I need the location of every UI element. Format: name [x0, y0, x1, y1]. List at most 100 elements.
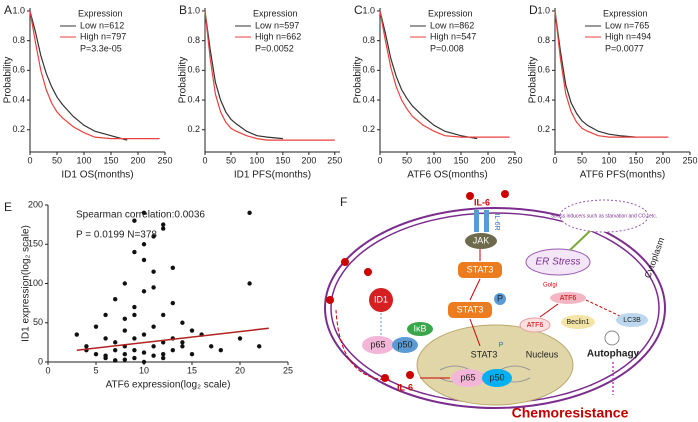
x-tick-label: 100 — [601, 155, 616, 165]
label: IL-6 — [474, 197, 490, 207]
p50 — [482, 369, 512, 387]
x-tick-label: 250 — [682, 155, 697, 165]
label: Autophagy — [587, 349, 640, 360]
point — [122, 328, 128, 333]
x-tick-label: 250 — [157, 155, 172, 165]
y-tick-label: 200 — [28, 199, 43, 209]
p50 — [392, 337, 418, 353]
x-axis-label: ID1 PFS(months) — [234, 170, 311, 181]
annotation: P=0.0052 — [255, 43, 294, 53]
il6-dot — [466, 192, 474, 200]
x-tick-label: 150 — [103, 155, 118, 165]
fit-line — [76, 327, 269, 351]
beclin1 — [561, 315, 595, 329]
x-tick-label: 5 — [93, 365, 98, 375]
annotation: P=0.008 — [430, 43, 464, 53]
point — [247, 210, 252, 216]
y-tick-label: 150 — [28, 239, 43, 249]
x-tick-label: 10 — [139, 365, 149, 375]
arrow — [585, 299, 621, 317]
label: p65 — [370, 339, 385, 349]
y-tick-label: 100 — [28, 278, 43, 288]
x-tick-label: 200 — [480, 155, 495, 165]
point — [113, 297, 118, 302]
point — [247, 281, 252, 286]
legend-title: Expression — [603, 8, 648, 18]
point — [122, 351, 128, 357]
point — [122, 281, 128, 286]
point — [103, 336, 108, 341]
panel-f: F IL-6 IL-6R JAK STAT3 STAT3 P ER Stress… — [324, 190, 666, 421]
point — [132, 218, 137, 223]
x-tick-label: 20 — [235, 365, 245, 375]
y-tick-label: 1.0 — [187, 5, 200, 15]
y-tick-label: 0.2 — [537, 124, 550, 134]
y-tick-label: 0.6 — [537, 65, 550, 75]
label: p50 — [489, 372, 504, 382]
x-tick-label: 0 — [202, 155, 207, 165]
point — [161, 355, 166, 361]
legend-label: High n=662 — [255, 31, 301, 41]
label: Beclin1 — [567, 319, 590, 326]
label: p50 — [397, 339, 412, 349]
ikb — [407, 322, 433, 336]
x-tick-label: 150 — [453, 155, 468, 165]
legend-title: Expression — [78, 8, 123, 18]
annotation: P=0.0077 — [605, 43, 644, 53]
il6-dot — [381, 374, 389, 382]
receptor — [484, 210, 489, 232]
x-axis-label: ID1 OS(months) — [61, 170, 133, 181]
label: ER Stress — [535, 257, 580, 268]
label: LC3B — [623, 317, 641, 324]
legend-label: High n=547 — [430, 31, 476, 41]
point — [141, 359, 147, 365]
y-tick-label: 1.0 — [362, 5, 375, 15]
panel-letter: B — [179, 3, 187, 17]
point — [151, 234, 156, 239]
legend-title: Expression — [253, 8, 298, 18]
y-tick-label: 0.2 — [187, 124, 200, 134]
point — [122, 357, 128, 362]
nucleus — [416, 324, 574, 406]
p65 — [362, 336, 394, 354]
point — [180, 344, 185, 349]
point — [161, 222, 166, 227]
x-tick-label: 0 — [27, 155, 32, 165]
point — [141, 332, 147, 337]
id1 — [369, 288, 393, 312]
km-curve — [379, 10, 478, 140]
autophagosome — [604, 330, 620, 346]
point — [132, 312, 137, 318]
annotation: P=3.3e-05 — [80, 43, 122, 53]
label: ID1 — [374, 294, 388, 304]
km-curve — [554, 10, 637, 138]
km-curve — [204, 10, 283, 140]
legend-label: High n=797 — [80, 31, 126, 41]
y-axis-label: Probability — [528, 57, 539, 104]
x-tick-label: 0 — [552, 155, 557, 165]
x-tick-label: 100 — [426, 155, 441, 165]
x-tick-label: 50 — [577, 155, 587, 165]
p65 — [451, 369, 485, 387]
y-axis-label: Probability — [3, 57, 14, 104]
point — [113, 340, 118, 345]
il6-dot — [326, 296, 334, 304]
x-tick-label: 250 — [507, 155, 522, 165]
panel-letter: C — [354, 3, 363, 17]
x-tick-label: 50 — [226, 155, 236, 165]
atf6 — [550, 292, 586, 304]
y-tick-label: 0.6 — [12, 65, 25, 75]
x-tick-label: 15 — [187, 365, 197, 375]
y-tick-label: 0.2 — [362, 124, 375, 134]
x-tick-label: 100 — [76, 155, 91, 165]
x-tick-label: 50 — [52, 155, 62, 165]
label: P — [499, 342, 504, 349]
er-stress — [525, 248, 591, 276]
legend-label: Low n=597 — [255, 20, 299, 30]
y-tick-label: 0.8 — [537, 35, 550, 45]
point — [170, 348, 175, 353]
x-axis-label: ATF6 OS(months) — [407, 170, 487, 181]
il6-dot — [364, 268, 372, 276]
x-axis-label: ATF6 expression(log₂ scale) — [106, 380, 231, 391]
